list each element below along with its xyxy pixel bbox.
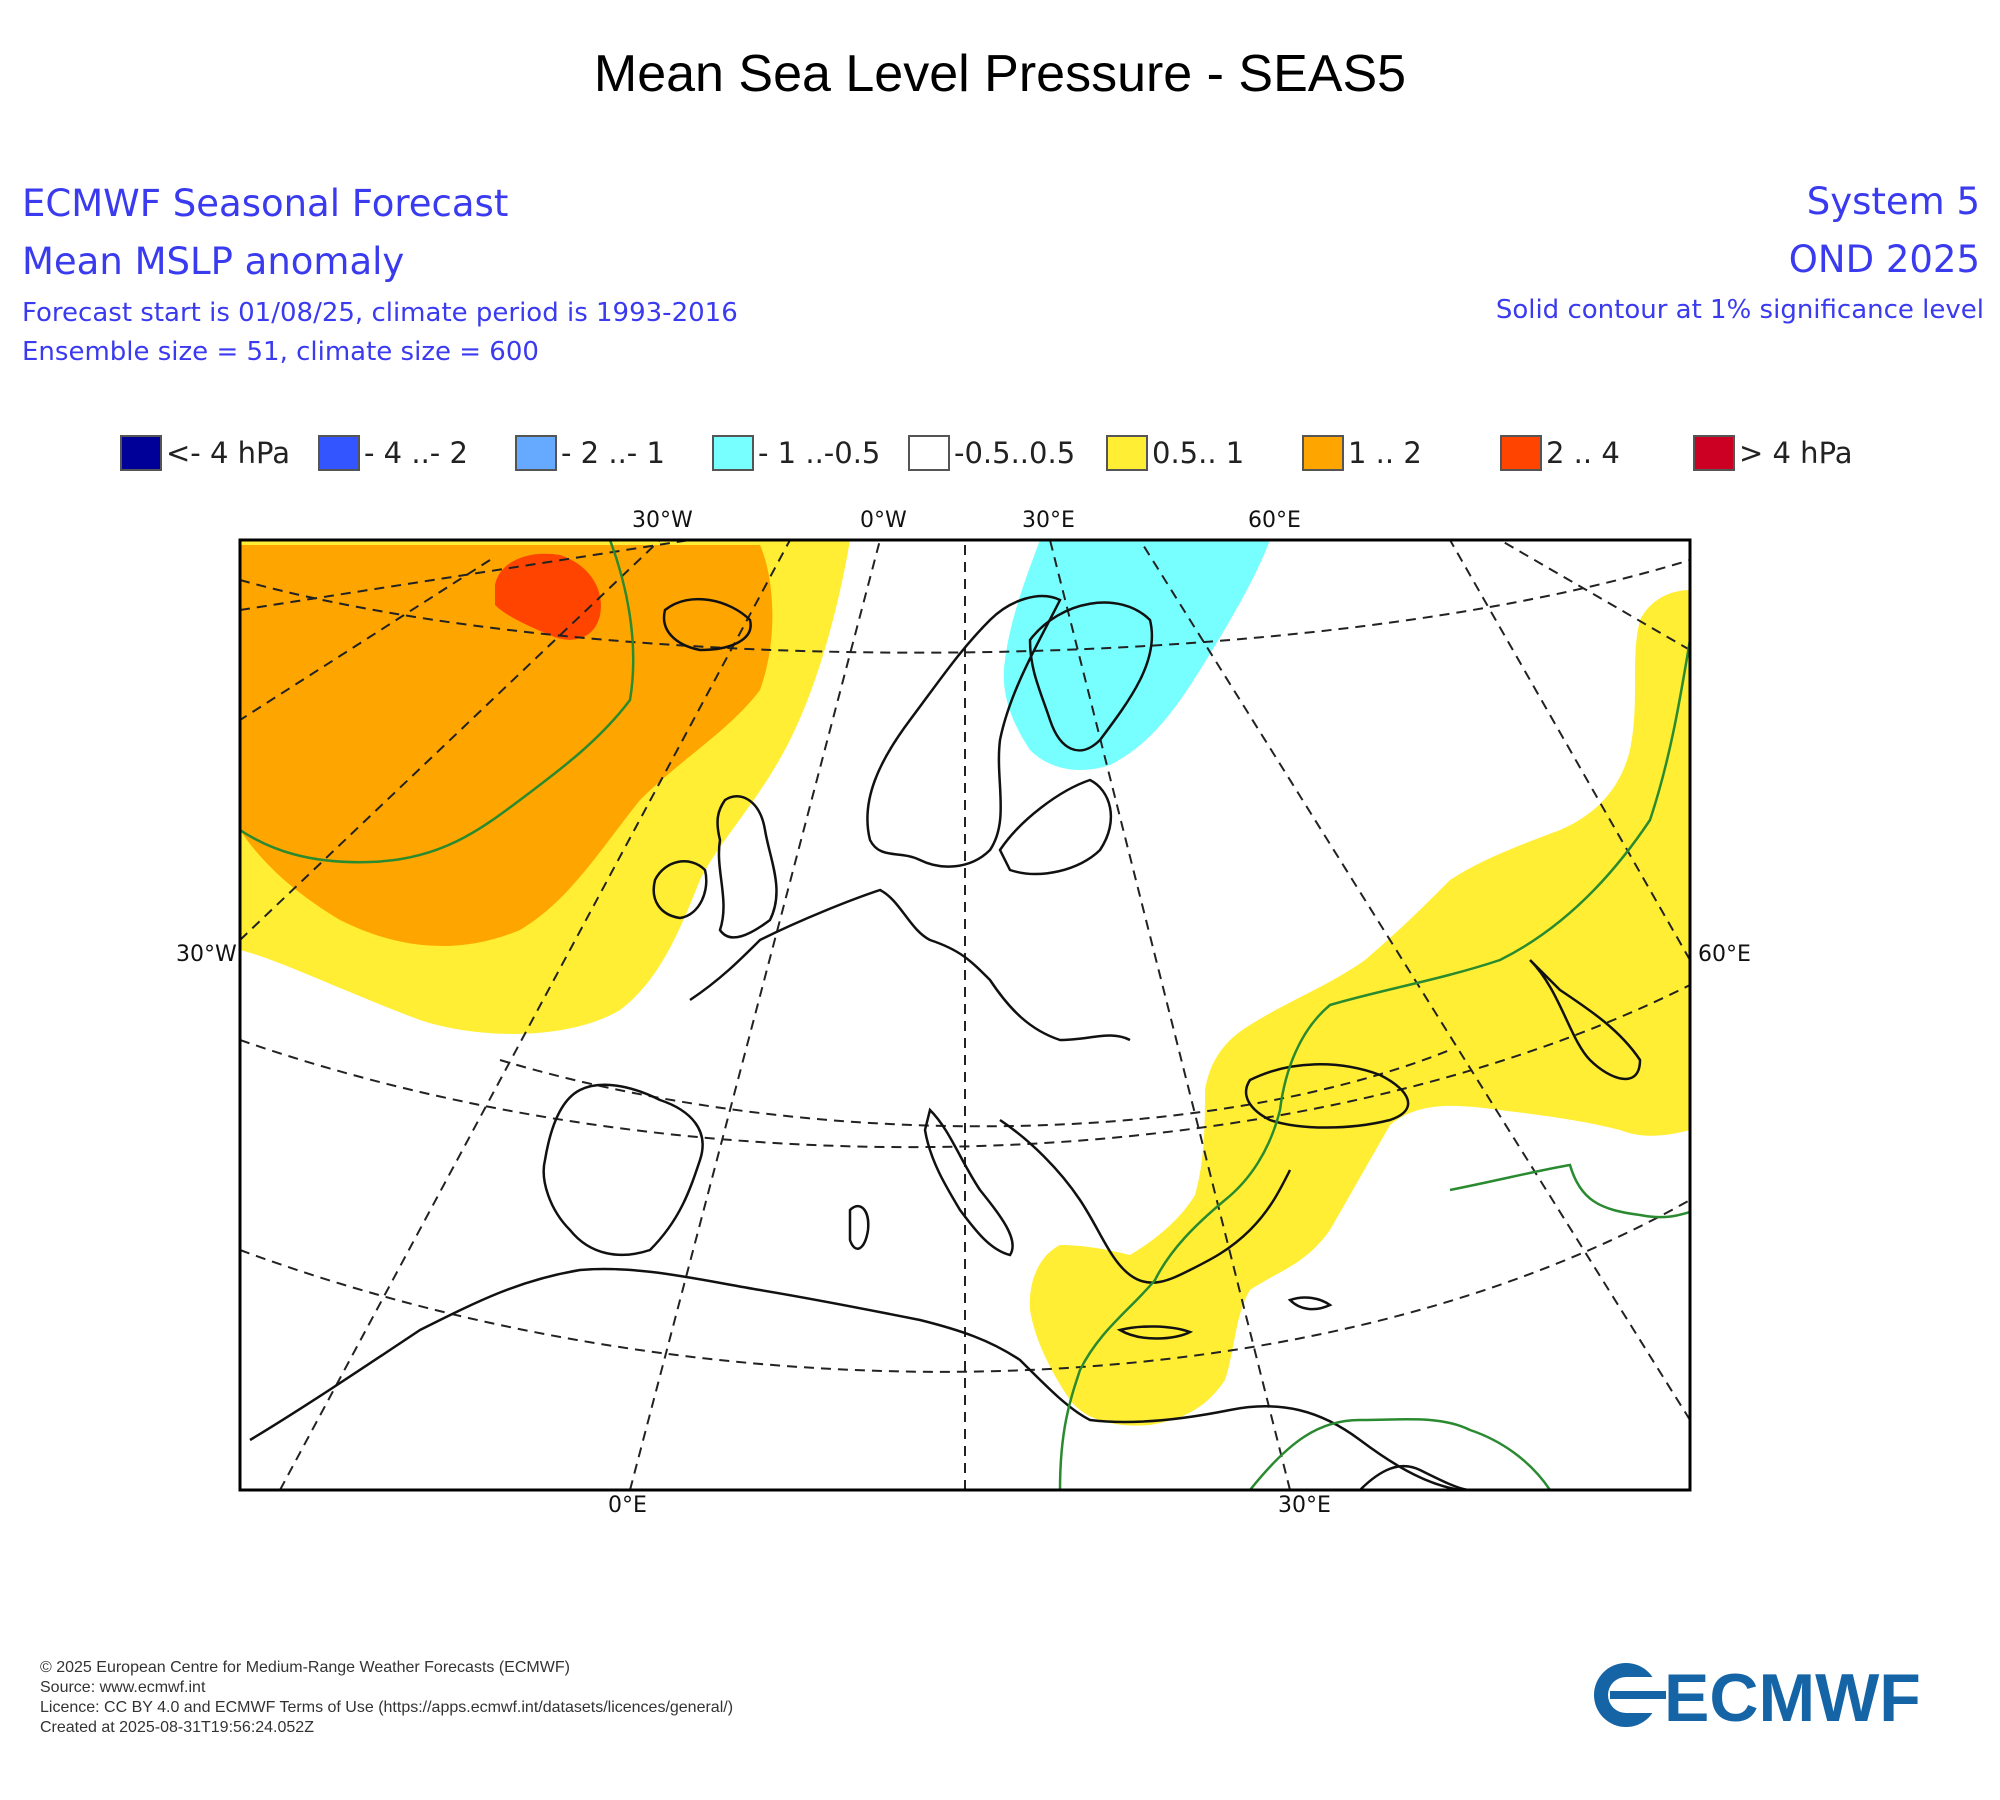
coast-black-sea: [1244, 1063, 1410, 1129]
tick-top-60e: 60°E: [1248, 508, 1301, 533]
legend-swatch: [908, 435, 950, 471]
significance-contour-africa: [1249, 1417, 1552, 1490]
footer: © 2025 European Centre for Medium-Range …: [40, 1658, 733, 1738]
anomaly-zone-orange-atlantic: [240, 545, 773, 947]
anomaly-fields: [240, 540, 1690, 1490]
significance-note: Solid contour at 1% significance level: [1495, 295, 1984, 325]
significance-contours: [240, 540, 1690, 1490]
coast-north-africa: [249, 1267, 1461, 1490]
legend-item: > 4 hPa: [1693, 433, 1853, 473]
meridian-3: [279, 540, 791, 1490]
coast-ireland: [652, 860, 708, 920]
coast-sardinia: [848, 1204, 870, 1250]
header-line-3: Forecast start is 01/08/25, climate peri…: [22, 298, 738, 328]
legend-swatch: [1302, 435, 1344, 471]
system-label: System 5: [1806, 180, 1980, 223]
coast-finland: [1028, 601, 1154, 752]
page-title: Mean Sea Level Pressure - SEAS5: [593, 45, 1407, 103]
tick-top-30w: 30°W: [632, 508, 693, 533]
tick-bottom-30e: 30°E: [1278, 1493, 1331, 1518]
anomaly-zone-red: [495, 553, 601, 640]
tick-left-30w: 30°W: [176, 942, 237, 967]
legend-item: 2 .. 4: [1500, 433, 1620, 473]
coast-western-europe: [689, 888, 1131, 1042]
coast-balkans: [999, 1118, 1292, 1284]
legend-label: <- 4 hPa: [166, 436, 290, 470]
legend-swatch: [1500, 435, 1542, 471]
legend-swatch: [318, 435, 360, 471]
coast-italy: [923, 1107, 1014, 1257]
coast-crete: [1116, 1325, 1194, 1340]
legend-swatch: [712, 435, 754, 471]
header-line-4: Ensemble size = 51, climate size = 600: [22, 337, 539, 367]
legend-item: - 1 ..-0.5: [712, 433, 880, 473]
tick-top-0w: 0°W: [860, 508, 907, 533]
meridian-10: [240, 559, 491, 721]
legend-label: > 4 hPa: [1739, 436, 1853, 470]
coast-baltic: [998, 778, 1113, 876]
tick-top-30e: 30°E: [1022, 508, 1075, 533]
legend-label: - 2 ..- 1: [561, 436, 665, 470]
meridian-9: [1499, 540, 1690, 651]
coastlines: [249, 594, 1642, 1490]
legend-label: 0.5.. 1: [1152, 436, 1245, 470]
legend-label: 2 .. 4: [1546, 436, 1620, 470]
legend-swatch: [515, 435, 557, 471]
legend-swatch: [1693, 435, 1735, 471]
legend-item: - 2 ..- 1: [515, 433, 665, 473]
coast-britain: [716, 795, 778, 939]
footer-copyright: © 2025 European Centre for Medium-Range …: [40, 1659, 570, 1676]
ecmwf-logo-text: ECMWF: [1664, 1660, 1921, 1735]
ecmwf-logo-mark: [1594, 1663, 1666, 1727]
ecmwf-logo: ECMWF: [1594, 1660, 1921, 1735]
parallel-2: [240, 984, 1690, 1149]
meridian-6: [1049, 540, 1291, 1490]
tick-right-60e: 60°E: [1698, 942, 1751, 967]
coast-iberia: [542, 1083, 704, 1257]
anomaly-zone-yellow-east: [1029, 590, 1690, 1426]
legend-item: 1 .. 2: [1302, 433, 1422, 473]
legend-label: 1 .. 2: [1348, 436, 1422, 470]
header-line-1: ECMWF Seasonal Forecast: [22, 182, 509, 225]
coast-arabia: [1359, 1464, 1471, 1490]
coast-iceland: [662, 597, 752, 652]
legend-item: - 4 ..- 2: [318, 433, 468, 473]
meridian-7: [1139, 540, 1690, 1421]
footer-source: Source: www.ecmwf.int: [40, 1679, 206, 1696]
coast-cyprus: [1287, 1296, 1333, 1311]
legend-item: <- 4 hPa: [120, 433, 290, 473]
tick-bottom-0e: 0°E: [608, 1493, 647, 1518]
legend-label: -0.5..0.5: [954, 436, 1076, 470]
parallel-4: [499, 1049, 1451, 1128]
legend-label: - 1 ..-0.5: [758, 436, 881, 470]
coast-caspian: [1529, 959, 1642, 1080]
anomaly-zone-cyan-scandinavia: [1003, 540, 1270, 770]
legend-item: 0.5.. 1: [1106, 433, 1244, 473]
coast-scandinavia: [866, 594, 1062, 868]
graticule: [240, 540, 1690, 1490]
footer-created: Created at 2025-08-31T19:56:24.052Z: [40, 1719, 314, 1736]
legend-swatch: [120, 435, 162, 471]
season-label: OND 2025: [1788, 238, 1980, 281]
meridian-4: [629, 540, 881, 1490]
significance-contour-atlantic: [240, 540, 635, 864]
footer-licence: Licence: CC BY 4.0 and ECMWF Terms of Us…: [40, 1699, 734, 1716]
meridian-2: [240, 540, 661, 941]
legend-label: - 4 ..- 2: [364, 436, 468, 470]
map-frame: [238, 538, 1692, 1492]
significance-contour-south: [1449, 1163, 1690, 1219]
header-line-2: Mean MSLP anomaly: [22, 240, 405, 283]
meridian-8: [1449, 540, 1690, 961]
legend-swatch: [1106, 435, 1148, 471]
significance-contour-east: [1058, 639, 1690, 1490]
legend-item: -0.5..0.5: [908, 433, 1075, 473]
parallel-1: [240, 559, 1690, 654]
parallel-3: [240, 1199, 1690, 1373]
